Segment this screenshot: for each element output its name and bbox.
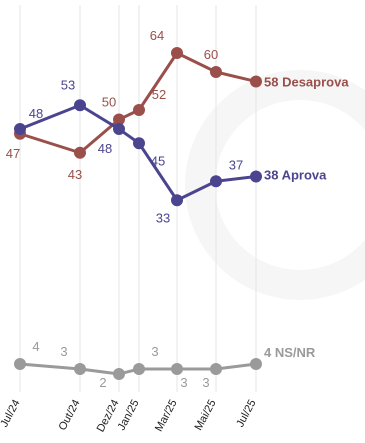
series-desaprova: 47 43 50 52 64 60 58 Desaprova [6, 28, 350, 182]
data-label: 50 [102, 95, 116, 110]
data-point [171, 363, 183, 375]
data-label: 48 [29, 106, 43, 121]
series-aprova: 48 53 48 45 33 37 38 Aprova [14, 77, 327, 225]
data-label: 64 [150, 28, 164, 43]
x-tick-label: Out/24 [57, 398, 83, 433]
data-label: 53 [61, 77, 75, 92]
data-label: 45 [151, 153, 165, 168]
series-end-label: 58 Desaprova [264, 75, 349, 90]
data-label: 2 [99, 375, 106, 390]
data-label: 47 [6, 146, 20, 161]
gridlines [19, 5, 257, 392]
watermark [185, 70, 365, 300]
data-point [171, 194, 183, 207]
data-label: 3 [60, 344, 67, 359]
data-label: 60 [204, 47, 218, 62]
data-label: 3 [202, 375, 209, 390]
data-point [250, 358, 262, 370]
data-point [14, 358, 26, 370]
data-point [74, 363, 86, 375]
data-label: 52 [152, 87, 166, 102]
data-point [113, 368, 125, 380]
data-point [133, 104, 145, 116]
data-point [133, 363, 145, 375]
data-point [74, 99, 86, 112]
series-end-label: 38 Aprova [264, 168, 327, 183]
series-end-label: 4 NS/NR [264, 345, 316, 360]
data-label: 33 [156, 210, 170, 225]
data-label: 3 [180, 375, 187, 390]
data-point [210, 363, 222, 375]
x-tick-label: Jul/24 [0, 398, 23, 430]
data-point [133, 137, 145, 150]
data-point [113, 113, 125, 126]
data-point [250, 75, 262, 88]
data-point [113, 123, 125, 135]
data-point [14, 123, 26, 135]
x-tick-label: Jul/25 [234, 398, 258, 430]
data-label: 48 [98, 141, 112, 156]
x-tick-label: Mar/25 [153, 398, 180, 434]
data-point [210, 66, 222, 78]
x-tick-label: Mai/25 [193, 398, 219, 433]
data-label: 37 [229, 157, 243, 172]
data-point [250, 170, 262, 183]
data-point [171, 47, 183, 59]
data-point [210, 175, 222, 188]
data-label: 43 [68, 167, 82, 182]
data-label: 3 [151, 344, 158, 359]
data-label: 4 [32, 339, 39, 354]
data-point [74, 146, 86, 159]
